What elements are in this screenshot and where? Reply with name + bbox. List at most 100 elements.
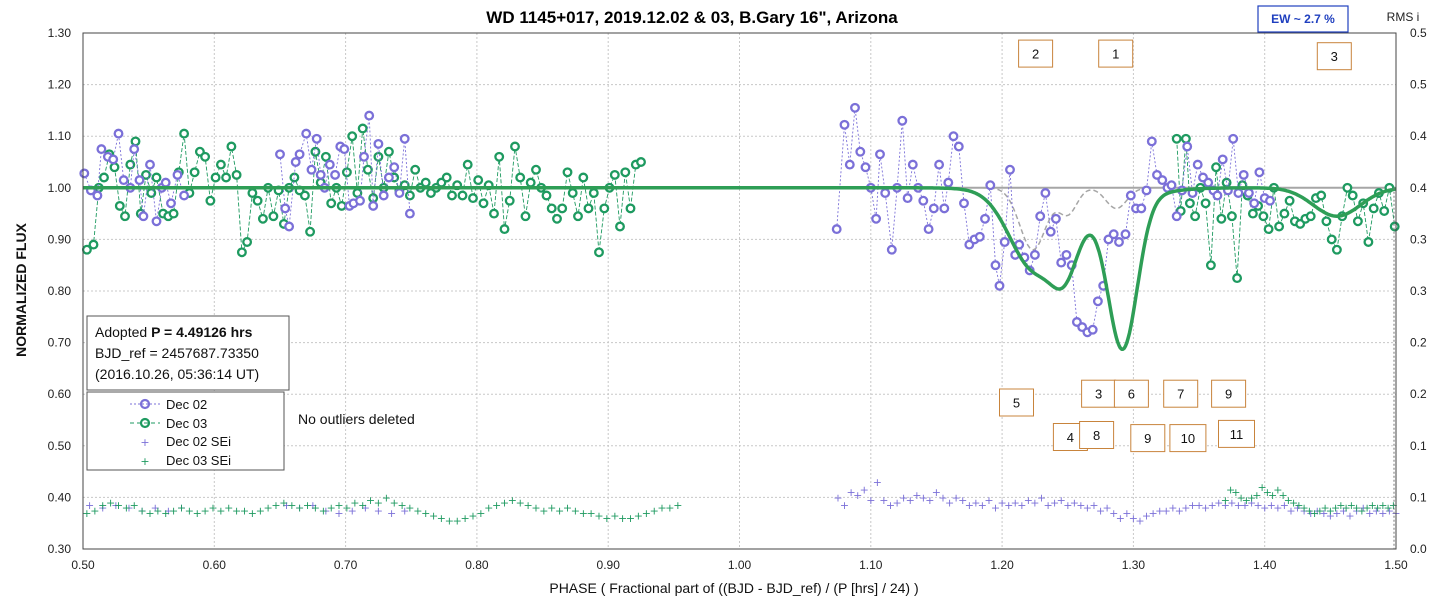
dec03-sei-point: +: [256, 504, 265, 517]
dip-label-box: [1081, 379, 1117, 408]
dec02-sei-point: +: [1247, 497, 1256, 510]
dec03-point: [221, 172, 232, 183]
dec02-point: [1171, 211, 1182, 222]
dec02-point: [953, 141, 964, 152]
dec03-sei-point: +: [500, 497, 509, 510]
dec02-sei-point: +: [1286, 504, 1295, 517]
dec02-sei-point: +: [866, 494, 875, 507]
dec03-sei-point: +: [523, 499, 532, 512]
dec03-point: [305, 226, 316, 237]
dec02-point: [330, 169, 341, 180]
dec03-sei-point: +: [650, 504, 659, 517]
dec03-point: [151, 172, 162, 183]
dec03-point: [109, 162, 120, 173]
dec03-sei-point: +: [610, 510, 619, 523]
dec02-sei-point: +: [1378, 507, 1387, 520]
dec02-sei-point: +: [1194, 499, 1203, 512]
dec03-point: [231, 169, 242, 180]
y2-tick-label: 0.2: [1410, 336, 1427, 350]
dec03-point: [457, 190, 468, 201]
y2-tick-label: 0.4: [1410, 181, 1427, 195]
dec03-sei-point: +: [216, 504, 225, 517]
dec03-sei-point: +: [1336, 499, 1345, 512]
dip-label-box: [1113, 379, 1149, 408]
dec03-point: [99, 172, 109, 183]
dec02-point: [1212, 190, 1223, 201]
dec03-point: [1274, 221, 1285, 232]
dec02-sei-point: +: [400, 504, 409, 517]
dip-label-box: [1098, 39, 1134, 68]
dec02-sei-point: +: [1260, 502, 1269, 515]
dec02-sei-point: +: [282, 499, 291, 512]
dec02-sei-point: +: [1385, 504, 1394, 517]
dec03-point: [257, 213, 268, 224]
dec03-point: [1171, 133, 1182, 144]
period-value: P = 4.49126 hrs: [151, 324, 253, 340]
bjd-date-line: (2016.10.26, 05:36:14 UT): [95, 366, 259, 382]
dec03-point: [515, 172, 526, 183]
dec03-point: [146, 188, 157, 198]
dec02-point: [275, 149, 285, 160]
dec02-point: [850, 102, 860, 113]
dip-label: 8: [1093, 428, 1100, 443]
dec02-sei-point: +: [1030, 497, 1039, 510]
dec02-point: [974, 231, 985, 242]
dec02-point: [1233, 188, 1244, 198]
dec03-point: [1389, 221, 1400, 232]
dec02-sei-point: +: [932, 486, 941, 499]
dec03-sei-point: +: [1278, 489, 1287, 502]
dec03-sei-point: +: [287, 499, 296, 512]
dec02-sei-point: +: [1135, 515, 1144, 528]
dec02-point: [928, 203, 939, 214]
dip-label-box: [1218, 419, 1255, 448]
dec02-point: [871, 213, 882, 224]
dec03-sei-point: +: [579, 507, 588, 520]
dec03-sei-point: +: [1352, 502, 1361, 515]
dec03-point: [114, 200, 125, 211]
dec02-point: [934, 159, 945, 170]
dec03-point: [609, 169, 620, 180]
bjd-ref-line: BJD_ref = 2457687.73350: [95, 345, 259, 361]
dec03-sei-point: +: [1226, 484, 1235, 497]
dec02-sei-point: +: [978, 499, 987, 512]
dip-label: 2: [1032, 47, 1039, 62]
dec03-point: [1316, 190, 1327, 201]
dec03-sei-point: +: [334, 499, 343, 512]
dec03-sei-point: +: [555, 504, 564, 517]
dec03-point: [357, 123, 368, 134]
dec03-point: [1232, 273, 1243, 284]
x-tick-label: 1.40: [1253, 558, 1277, 572]
ew-box: [1257, 5, 1349, 33]
dec02-sei-point: +: [1142, 510, 1151, 523]
dec02-point: [1087, 324, 1098, 335]
dec03-point: [468, 193, 478, 204]
y2-axis-label: RMS i: [1387, 10, 1420, 24]
dec02-point: [290, 157, 301, 167]
dec03-point: [1326, 234, 1337, 245]
dec03-point: [583, 203, 594, 214]
dip-label-box: [1316, 42, 1352, 71]
dec02-sei-point: +: [1063, 499, 1072, 512]
dec02-sei-point: +: [1011, 497, 1020, 510]
dec02-sei-point: +: [1188, 499, 1197, 512]
dec03-sei-point: +: [547, 502, 556, 515]
dec03-sei-point: +: [1378, 499, 1387, 512]
dec03-point: [347, 131, 358, 142]
dec03-point: [525, 177, 536, 188]
dec03-point: [504, 195, 515, 206]
dec02-sei-point: +: [971, 497, 980, 510]
dec03-sei-point: +: [1383, 502, 1392, 515]
y-tick-label: 1.00: [48, 181, 72, 195]
dec02-sei-point: +: [906, 494, 915, 507]
dec03-sei-point: +: [453, 515, 462, 528]
y-tick-label: 1.30: [48, 26, 72, 40]
y2-tick-label: 0.4: [1410, 129, 1427, 143]
dec03-point: [200, 151, 211, 162]
dec02-point: [1203, 177, 1214, 188]
dec03-sei-point: +: [98, 499, 107, 512]
x-tick-label: 1.50: [1384, 558, 1408, 572]
dec03-sei-point: +: [1231, 486, 1240, 499]
dip-label-box: [1130, 424, 1166, 453]
dec02-point: [897, 115, 908, 126]
